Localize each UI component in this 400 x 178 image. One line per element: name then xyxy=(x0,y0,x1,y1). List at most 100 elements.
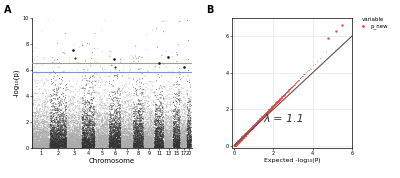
Point xyxy=(237,138,244,141)
Point xyxy=(118,133,124,136)
Point xyxy=(238,137,244,140)
Point xyxy=(256,118,263,121)
Point xyxy=(244,131,251,134)
Point xyxy=(231,144,237,146)
Point xyxy=(123,128,129,131)
Point xyxy=(232,144,238,147)
Point xyxy=(47,131,54,134)
Point xyxy=(236,139,243,142)
Point xyxy=(246,130,252,133)
Point xyxy=(37,133,44,136)
Point xyxy=(123,113,129,116)
Point xyxy=(234,142,240,145)
Point xyxy=(236,139,242,142)
Point xyxy=(237,138,244,141)
Point xyxy=(241,134,248,137)
Point xyxy=(274,100,280,103)
Point xyxy=(234,142,240,145)
Point xyxy=(248,127,254,129)
Point xyxy=(239,136,245,139)
Point xyxy=(231,143,238,146)
Point xyxy=(239,136,245,139)
Point xyxy=(176,119,183,122)
Point xyxy=(102,134,109,137)
Point xyxy=(257,117,264,119)
Point xyxy=(236,139,242,142)
Point xyxy=(232,143,238,146)
Point xyxy=(248,127,254,130)
Point xyxy=(95,139,102,142)
Point xyxy=(241,133,248,136)
Point xyxy=(162,142,168,144)
Point xyxy=(234,142,240,145)
Point xyxy=(261,113,267,116)
Point xyxy=(86,132,93,135)
Point xyxy=(241,134,247,137)
Point xyxy=(240,135,246,138)
Point xyxy=(241,134,248,137)
Point xyxy=(233,142,239,145)
Point xyxy=(238,137,244,140)
Point xyxy=(231,145,238,147)
Point xyxy=(243,131,250,134)
Point xyxy=(149,145,156,148)
Point xyxy=(232,143,238,146)
Point xyxy=(239,136,245,139)
Point xyxy=(241,135,247,138)
Point xyxy=(240,135,246,138)
Point xyxy=(245,130,251,133)
Point xyxy=(233,142,240,144)
Point xyxy=(162,141,169,144)
Point xyxy=(184,146,190,148)
Point xyxy=(233,143,239,146)
Point xyxy=(246,129,252,132)
Point xyxy=(232,143,238,146)
Point xyxy=(238,137,245,139)
Point xyxy=(30,134,36,137)
Point xyxy=(156,145,162,148)
Point xyxy=(243,132,249,135)
Point xyxy=(235,140,242,143)
Point xyxy=(242,133,248,136)
Point xyxy=(242,133,248,136)
Point xyxy=(58,130,64,132)
Point xyxy=(55,138,61,141)
Point xyxy=(67,140,73,143)
Point xyxy=(238,138,244,141)
Point xyxy=(260,115,266,117)
Point xyxy=(233,142,240,145)
Point xyxy=(237,138,244,141)
Point xyxy=(140,88,146,91)
Point xyxy=(49,141,56,144)
Point xyxy=(268,107,275,109)
Point xyxy=(234,142,240,145)
Point xyxy=(163,143,170,146)
Point xyxy=(241,133,248,136)
Point xyxy=(239,136,245,139)
Point xyxy=(242,133,248,136)
Point xyxy=(125,145,131,148)
Point xyxy=(91,136,97,139)
Point xyxy=(32,137,38,140)
Point xyxy=(237,138,244,141)
Point xyxy=(253,122,260,125)
Point xyxy=(233,141,240,144)
Point xyxy=(236,140,242,143)
Point xyxy=(231,143,238,146)
Point xyxy=(242,135,248,137)
Point xyxy=(232,143,239,146)
Point xyxy=(239,136,245,139)
Point xyxy=(252,123,258,126)
Point xyxy=(234,142,240,145)
Point xyxy=(72,132,78,135)
Point xyxy=(242,132,248,135)
Point xyxy=(235,140,241,143)
Point xyxy=(236,139,242,142)
Point xyxy=(234,141,240,144)
Point xyxy=(246,129,253,132)
Point xyxy=(100,145,106,148)
Point xyxy=(236,139,243,142)
Point xyxy=(234,141,240,144)
Point xyxy=(236,139,243,142)
Point xyxy=(242,134,248,137)
